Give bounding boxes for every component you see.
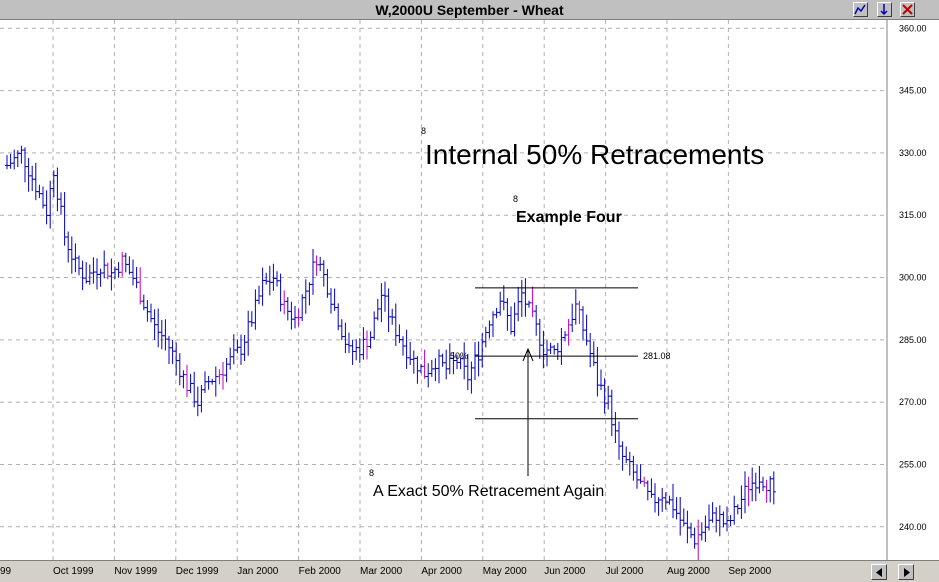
close-button[interactable] <box>900 2 915 17</box>
arrow-head <box>522 347 534 362</box>
y-tick-label: 360.00 <box>899 23 927 33</box>
y-tick-label: 270.00 <box>899 397 927 407</box>
month-label: Jul 2000 <box>605 566 644 577</box>
chart-up-button[interactable] <box>853 2 868 17</box>
main-title-marker: 8 <box>421 126 426 136</box>
main-title: Internal 50% Retracements <box>425 139 764 170</box>
scroll-right-button[interactable] <box>898 564 914 580</box>
chart-up-icon <box>854 3 867 16</box>
chart-down-icon <box>878 3 891 16</box>
y-tick-label: 345.00 <box>899 86 927 96</box>
month-label: Apr 2000 <box>421 566 462 577</box>
first-month-label: 99 <box>0 566 12 577</box>
y-tick-label: 255.00 <box>899 459 927 469</box>
y-tick-label: 315.00 <box>899 210 927 220</box>
fifty-percent-label: 50% <box>450 351 468 361</box>
level-value-label: 281.08 <box>643 351 671 361</box>
scroll-left-arrow-icon <box>876 568 882 577</box>
y-tick-label: 300.00 <box>899 273 927 283</box>
bottom-note: A Exact 50% Retracement Again <box>373 483 604 500</box>
scroll-left-button[interactable] <box>871 564 887 580</box>
subtitle: Example Four <box>516 209 622 226</box>
price-chart: 360.00 345.00 330.00 315.00 300.00 285.00 270.… <box>0 20 927 560</box>
y-tick-label: 330.00 <box>899 148 927 158</box>
y-tick-label: 285.00 <box>899 335 927 345</box>
y-axis-labels: 360.00 345.00 330.00 315.00 300.00 285.00 270.… <box>899 23 927 531</box>
month-label: Nov 1999 <box>114 566 158 577</box>
window-title: W,2000U September - Wheat <box>375 2 564 18</box>
month-label: May 2000 <box>482 566 527 577</box>
month-label: Oct 1999 <box>53 566 94 577</box>
month-label: Dec 1999 <box>175 566 219 577</box>
chart-down-button[interactable] <box>877 2 892 17</box>
scroll-right-arrow-icon <box>904 568 910 577</box>
subtitle-marker: 8 <box>513 194 518 204</box>
month-label: Feb 2000 <box>298 566 341 577</box>
retracement-lines: 50% 281.08 <box>450 287 671 420</box>
month-label: Mar 2000 <box>360 566 403 577</box>
price-bars <box>5 145 776 560</box>
month-label: Sep 2000 <box>728 566 772 577</box>
month-label: Aug 2000 <box>667 566 710 577</box>
chart-grid <box>0 20 888 560</box>
window-titlebar: W,2000U September - Wheat <box>0 0 939 20</box>
month-label: Jun 2000 <box>544 566 586 577</box>
time-axis-bar: 99 Oct 1999 Nov 1999 Dec 1999 Jan 2000 Feb 2… <box>0 560 939 582</box>
y-tick-label: 240.00 <box>899 522 927 532</box>
month-label: Jan 2000 <box>237 566 279 577</box>
bottom-note-marker: 8 <box>369 468 374 478</box>
close-icon <box>901 3 914 16</box>
